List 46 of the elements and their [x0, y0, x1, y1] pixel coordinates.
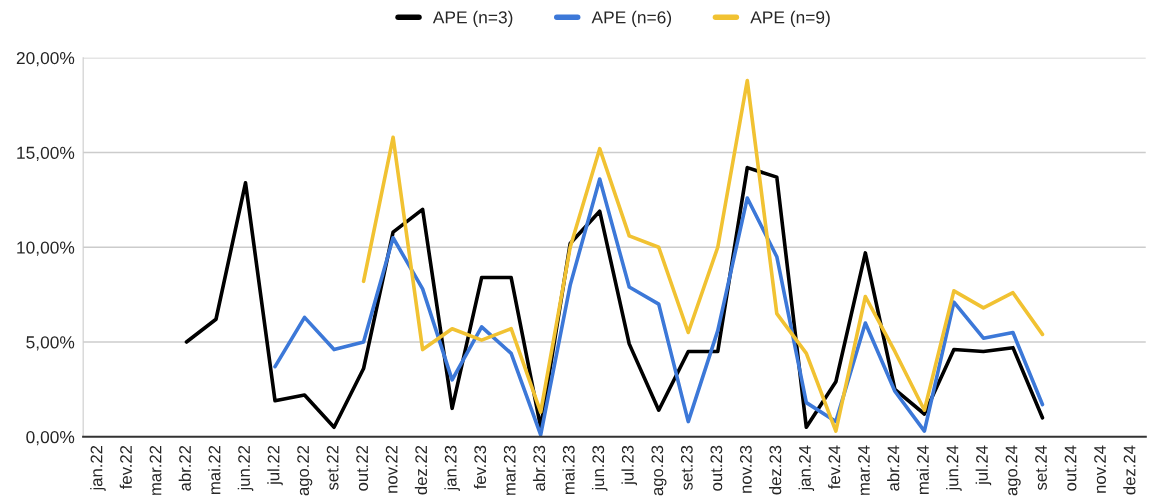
- x-tick-label: mar.22: [149, 445, 162, 495]
- x-tick-label: jun.22: [237, 445, 254, 491]
- x-tick-label: nov.23: [739, 445, 752, 493]
- x-tick-label: jan.23: [444, 445, 460, 491]
- x-tick-label: out.23: [710, 445, 723, 491]
- x-tick-label: jul.22: [267, 445, 283, 486]
- x-tick-label: ago.22: [297, 445, 313, 496]
- x-tick-label: nov.24: [1094, 445, 1106, 493]
- x-tick-label: fev.24: [828, 445, 841, 490]
- x-tick-label: mar.23: [503, 445, 516, 495]
- x-tick-label: fev.22: [119, 445, 132, 490]
- x-tick-label: set.24: [1035, 445, 1047, 491]
- legend-label: APE (n=6): [591, 10, 672, 27]
- x-tick-label: fev.23: [473, 445, 487, 490]
- x-tick-label: out.24: [1064, 445, 1077, 491]
- x-tick-label: set.23: [680, 445, 693, 491]
- x-tick-label: mar.24: [858, 445, 870, 495]
- x-tick-label: jun.24: [946, 445, 962, 491]
- x-tick-label: dez.24: [1123, 445, 1136, 495]
- x-tick-label: ago.24: [1005, 445, 1021, 496]
- x-tick-label: set.22: [326, 445, 339, 491]
- line-series: [361, 78, 1045, 433]
- x-tick-label: jul.24: [975, 445, 992, 486]
- y-tick-label: 0,00%: [26, 430, 75, 446]
- y-tick-label: 20,00%: [16, 51, 75, 67]
- legend-label: APE (n=3): [432, 10, 513, 27]
- x-tick-label: jul.23: [621, 445, 637, 486]
- line-series: [273, 177, 1045, 437]
- x-tick-label: ago.23: [651, 445, 667, 496]
- y-tick-label: 5,00%: [26, 336, 75, 351]
- x-tick-label: dez.23: [769, 445, 782, 495]
- x-tick-label: mai.23: [562, 445, 575, 494]
- x-tick-label: mai.22: [208, 445, 221, 494]
- x-tick-label: dez.22: [414, 445, 428, 495]
- y-tick-label: 15,00%: [17, 146, 75, 161]
- x-tick-label: nov.22: [385, 445, 398, 493]
- y-tick-label: 10,00%: [17, 241, 75, 256]
- legend-label: APE (n=9): [750, 10, 830, 27]
- x-tick-label: mai.24: [916, 445, 929, 494]
- x-tick-label: abr.22: [178, 445, 191, 491]
- x-tick-label: abr.24: [887, 445, 900, 491]
- x-tick-label: jan.22: [90, 445, 106, 491]
- x-tick-label: jun.23: [591, 445, 608, 491]
- x-tick-label: abr.23: [532, 445, 546, 491]
- x-tick-label: jan.24: [798, 445, 815, 491]
- x-tick-label: out.22: [356, 445, 369, 491]
